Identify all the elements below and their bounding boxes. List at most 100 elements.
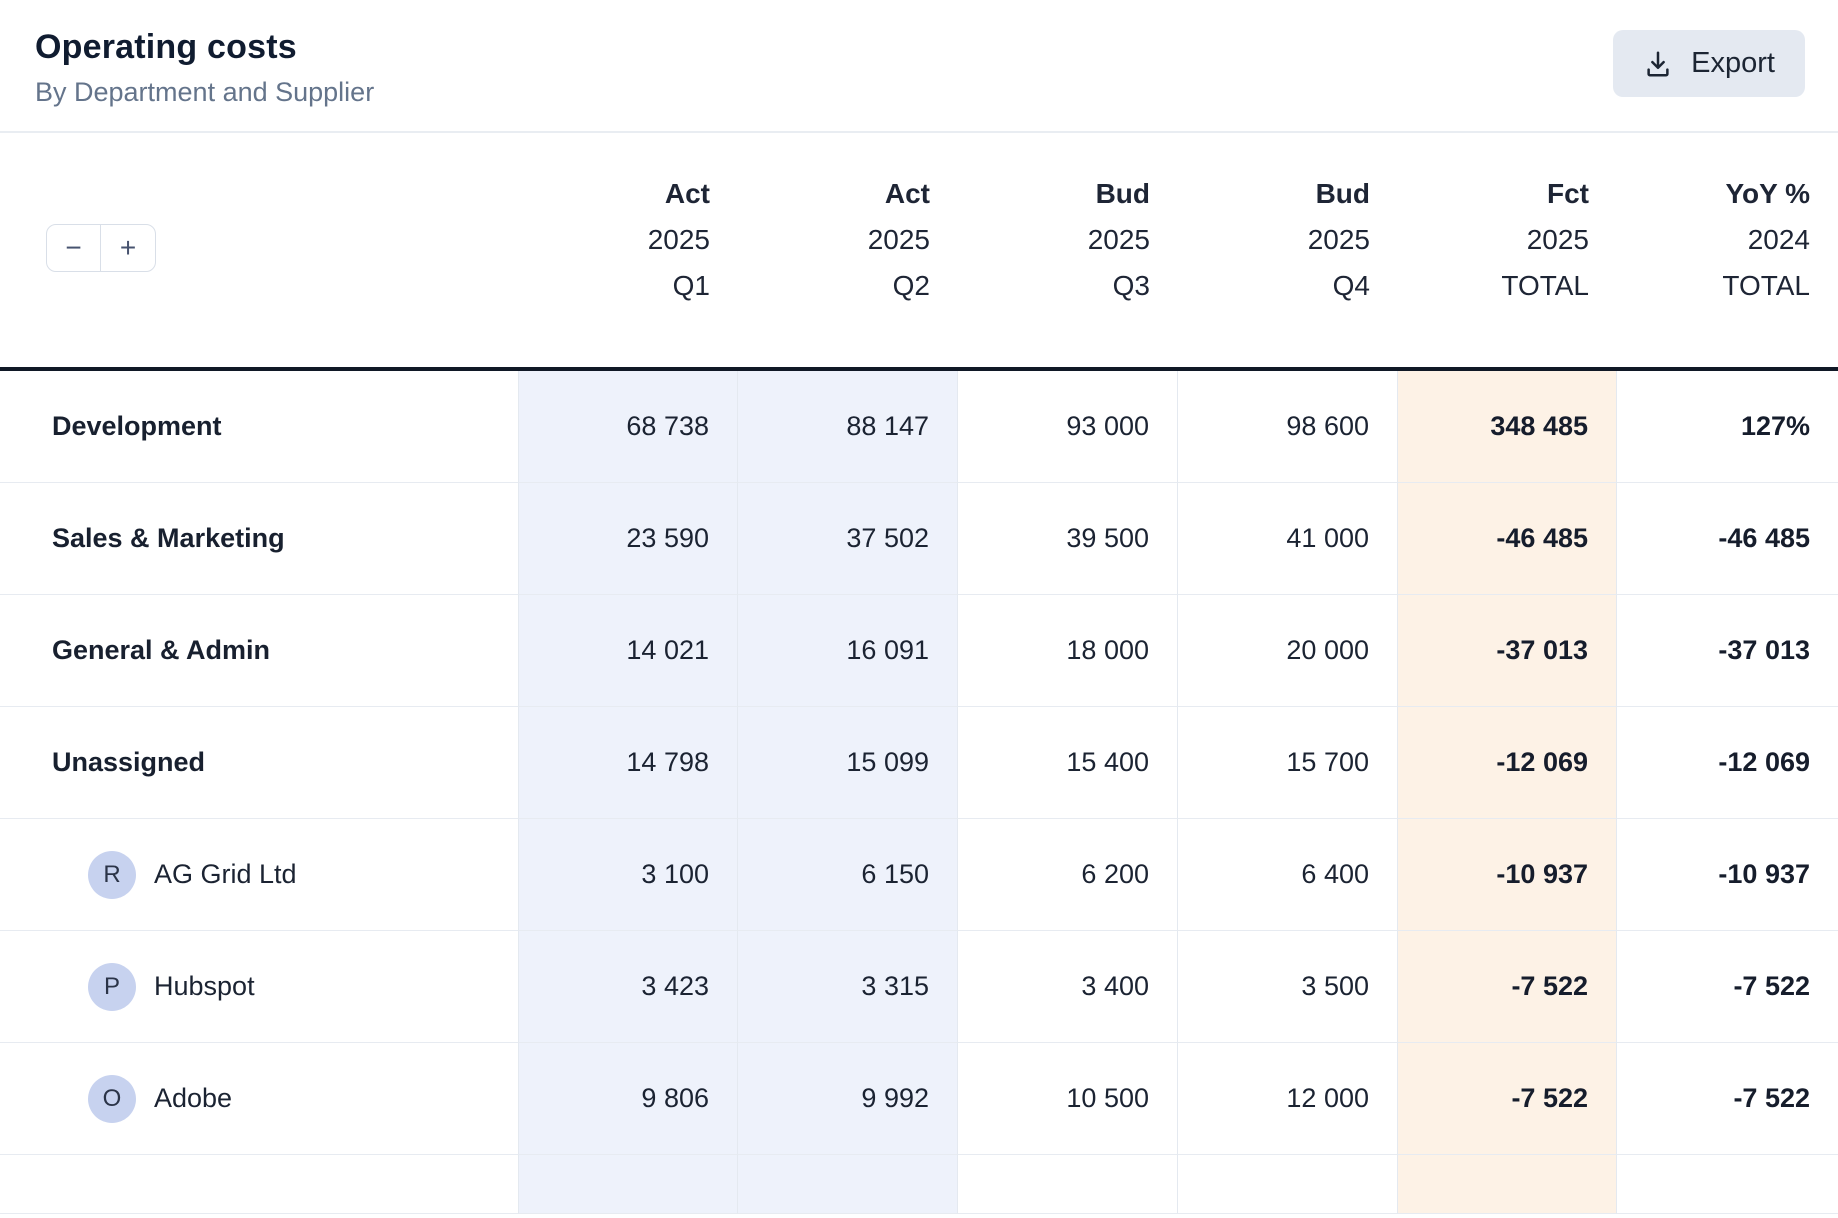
value-cell: 39 500 bbox=[958, 483, 1178, 595]
row-label: Hubspot bbox=[154, 971, 255, 1001]
value-cell: -10 937 bbox=[1398, 819, 1617, 931]
value-cell: 16 091 bbox=[738, 595, 958, 707]
page-subtitle: By Department and Supplier bbox=[35, 77, 375, 107]
value-cell: 9 806 bbox=[519, 1043, 738, 1155]
value-cell bbox=[1178, 1155, 1398, 1214]
expand-all-button[interactable]: + bbox=[101, 225, 155, 271]
value-cell bbox=[519, 1155, 738, 1214]
row-label: Development bbox=[52, 411, 222, 441]
column-header-line: 2025 bbox=[1526, 224, 1589, 255]
value-cell bbox=[1617, 1155, 1838, 1214]
column-header-line: Bud bbox=[1095, 178, 1150, 209]
supplier-avatar-badge: O bbox=[88, 1074, 136, 1123]
value-cell: -37 013 bbox=[1398, 595, 1617, 707]
value-cell: 93 000 bbox=[958, 371, 1178, 483]
column-header-line: 2025 bbox=[867, 224, 930, 255]
table-row: Unassigned 14 798 15 099 15 400 15 700 -12 06… bbox=[0, 707, 1838, 819]
value-cell: 23 590 bbox=[519, 483, 738, 595]
value-cell: 6 200 bbox=[958, 819, 1178, 931]
value-cell: 88 147 bbox=[738, 371, 958, 483]
export-button[interactable]: Export bbox=[1613, 30, 1805, 97]
table-row: O Adobe 9 806 9 992 10 500 12 000 -7 522 -7 522 bbox=[0, 1043, 1838, 1155]
row-label: Adobe bbox=[154, 1083, 233, 1113]
column-header-line: Q4 bbox=[1332, 270, 1370, 301]
panel-header: Operating costs By Department and Suppli… bbox=[0, 0, 1838, 133]
column-header-line: Q3 bbox=[1112, 270, 1150, 301]
column-header-line: 2025 bbox=[1087, 224, 1150, 255]
value-cell: 10 500 bbox=[958, 1043, 1178, 1155]
column-header-line: Fct bbox=[1547, 178, 1589, 209]
column-header-line: 2025 bbox=[1307, 224, 1370, 255]
column-header-bud-q4[interactable]: Bud 2025 Q4 bbox=[1178, 133, 1398, 367]
supplier-avatar-badge: P bbox=[88, 962, 136, 1011]
table-row: R AG Grid Ltd 3 100 6 150 6 200 6 400 -10 937-… bbox=[0, 819, 1838, 931]
value-cell: 3 500 bbox=[1178, 931, 1398, 1043]
value-cell: -7 522 bbox=[1617, 1043, 1838, 1155]
value-cell: 14 021 bbox=[519, 595, 738, 707]
value-cell: 3 423 bbox=[519, 931, 738, 1043]
value-cell: -7 522 bbox=[1398, 931, 1617, 1043]
value-cell: 41 000 bbox=[1178, 483, 1398, 595]
row-label-cell[interactable]: Development bbox=[0, 371, 519, 483]
column-header-line: Act bbox=[884, 178, 930, 209]
value-cell bbox=[738, 1155, 958, 1214]
value-cell: -7 522 bbox=[1398, 1043, 1617, 1155]
value-cell: -7 522 bbox=[1617, 931, 1838, 1043]
value-cell: 348 485 bbox=[1398, 371, 1617, 483]
value-cell: 37 502 bbox=[738, 483, 958, 595]
value-cell: -46 485 bbox=[1617, 483, 1838, 595]
page-title: Operating costs bbox=[35, 28, 297, 66]
table-row: Development 68 738 88 147 93 000 98 600 348 4… bbox=[0, 371, 1838, 483]
column-header-fct-total[interactable]: Fct 2025 TOTAL bbox=[1398, 133, 1617, 367]
expand-collapse-control: − + bbox=[46, 224, 156, 272]
value-cell: 12 000 bbox=[1178, 1043, 1398, 1155]
value-cell: 3 100 bbox=[519, 819, 738, 931]
value-cell: 15 099 bbox=[738, 707, 958, 819]
value-cell: 15 400 bbox=[958, 707, 1178, 819]
value-cell: 127% bbox=[1617, 371, 1838, 483]
column-header-line: TOTAL bbox=[1501, 270, 1589, 301]
row-label: General & Admin bbox=[52, 635, 271, 665]
value-cell: -10 937 bbox=[1617, 819, 1838, 931]
row-label-cell[interactable]: General & Admin bbox=[0, 595, 519, 707]
row-label-cell[interactable]: P Hubspot bbox=[0, 931, 519, 1043]
column-header-line: YoY % bbox=[1725, 178, 1810, 209]
value-cell bbox=[1398, 1155, 1617, 1214]
value-cell: 15 700 bbox=[1178, 707, 1398, 819]
table-body: Development 68 738 88 147 93 000 98 600 348 4… bbox=[0, 371, 1838, 1214]
value-cell: -12 069 bbox=[1617, 707, 1838, 819]
column-header-act-q1[interactable]: Act 2025 Q1 bbox=[519, 133, 738, 367]
export-button-label: Export bbox=[1691, 47, 1775, 79]
value-cell bbox=[958, 1155, 1178, 1214]
value-cell: 68 738 bbox=[519, 371, 738, 483]
row-label-cell[interactable]: R AG Grid Ltd bbox=[0, 819, 519, 931]
row-label: AG Grid Ltd bbox=[154, 859, 297, 889]
table-header-row: − + Act 2025 Q1 Act 2025 Q2 Bud 2025 Q3 Bud 2025 Q4… bbox=[0, 133, 1838, 371]
supplier-avatar-badge: R bbox=[88, 850, 136, 899]
column-header-yoy-total[interactable]: YoY % 2024 TOTAL bbox=[1617, 133, 1838, 367]
value-cell: 9 992 bbox=[738, 1043, 958, 1155]
column-header-line: Q1 bbox=[672, 270, 710, 301]
row-label-cell[interactable]: Sales & Marketing bbox=[0, 483, 519, 595]
value-cell: -12 069 bbox=[1398, 707, 1617, 819]
column-header-bud-q3[interactable]: Bud 2025 Q3 bbox=[958, 133, 1178, 367]
table-row: P Hubspot 3 423 3 315 3 400 3 500 -7 522 -7 522 bbox=[0, 931, 1838, 1043]
value-cell: 20 000 bbox=[1178, 595, 1398, 707]
table-row: Sales & Marketing 23 590 37 502 39 500 41 00… bbox=[0, 483, 1838, 595]
value-cell: 3 315 bbox=[738, 931, 958, 1043]
download-icon bbox=[1643, 49, 1673, 79]
row-label-cell-empty bbox=[0, 1155, 519, 1214]
column-header-line: 2025 bbox=[647, 224, 710, 255]
column-header-line: Act bbox=[664, 178, 710, 209]
row-label-cell[interactable]: O Adobe bbox=[0, 1043, 519, 1155]
value-cell: 6 150 bbox=[738, 819, 958, 931]
collapse-all-button[interactable]: − bbox=[47, 225, 101, 271]
column-header-act-q2[interactable]: Act 2025 Q2 bbox=[738, 133, 958, 367]
row-label-cell[interactable]: Unassigned bbox=[0, 707, 519, 819]
column-header-line: 2024 bbox=[1747, 224, 1810, 255]
row-group-header-cell: − + bbox=[0, 133, 519, 367]
row-label: Unassigned bbox=[52, 747, 206, 777]
table-row: General & Admin 14 021 16 091 18 000 20 000-… bbox=[0, 595, 1838, 707]
value-cell: -37 013 bbox=[1617, 595, 1838, 707]
